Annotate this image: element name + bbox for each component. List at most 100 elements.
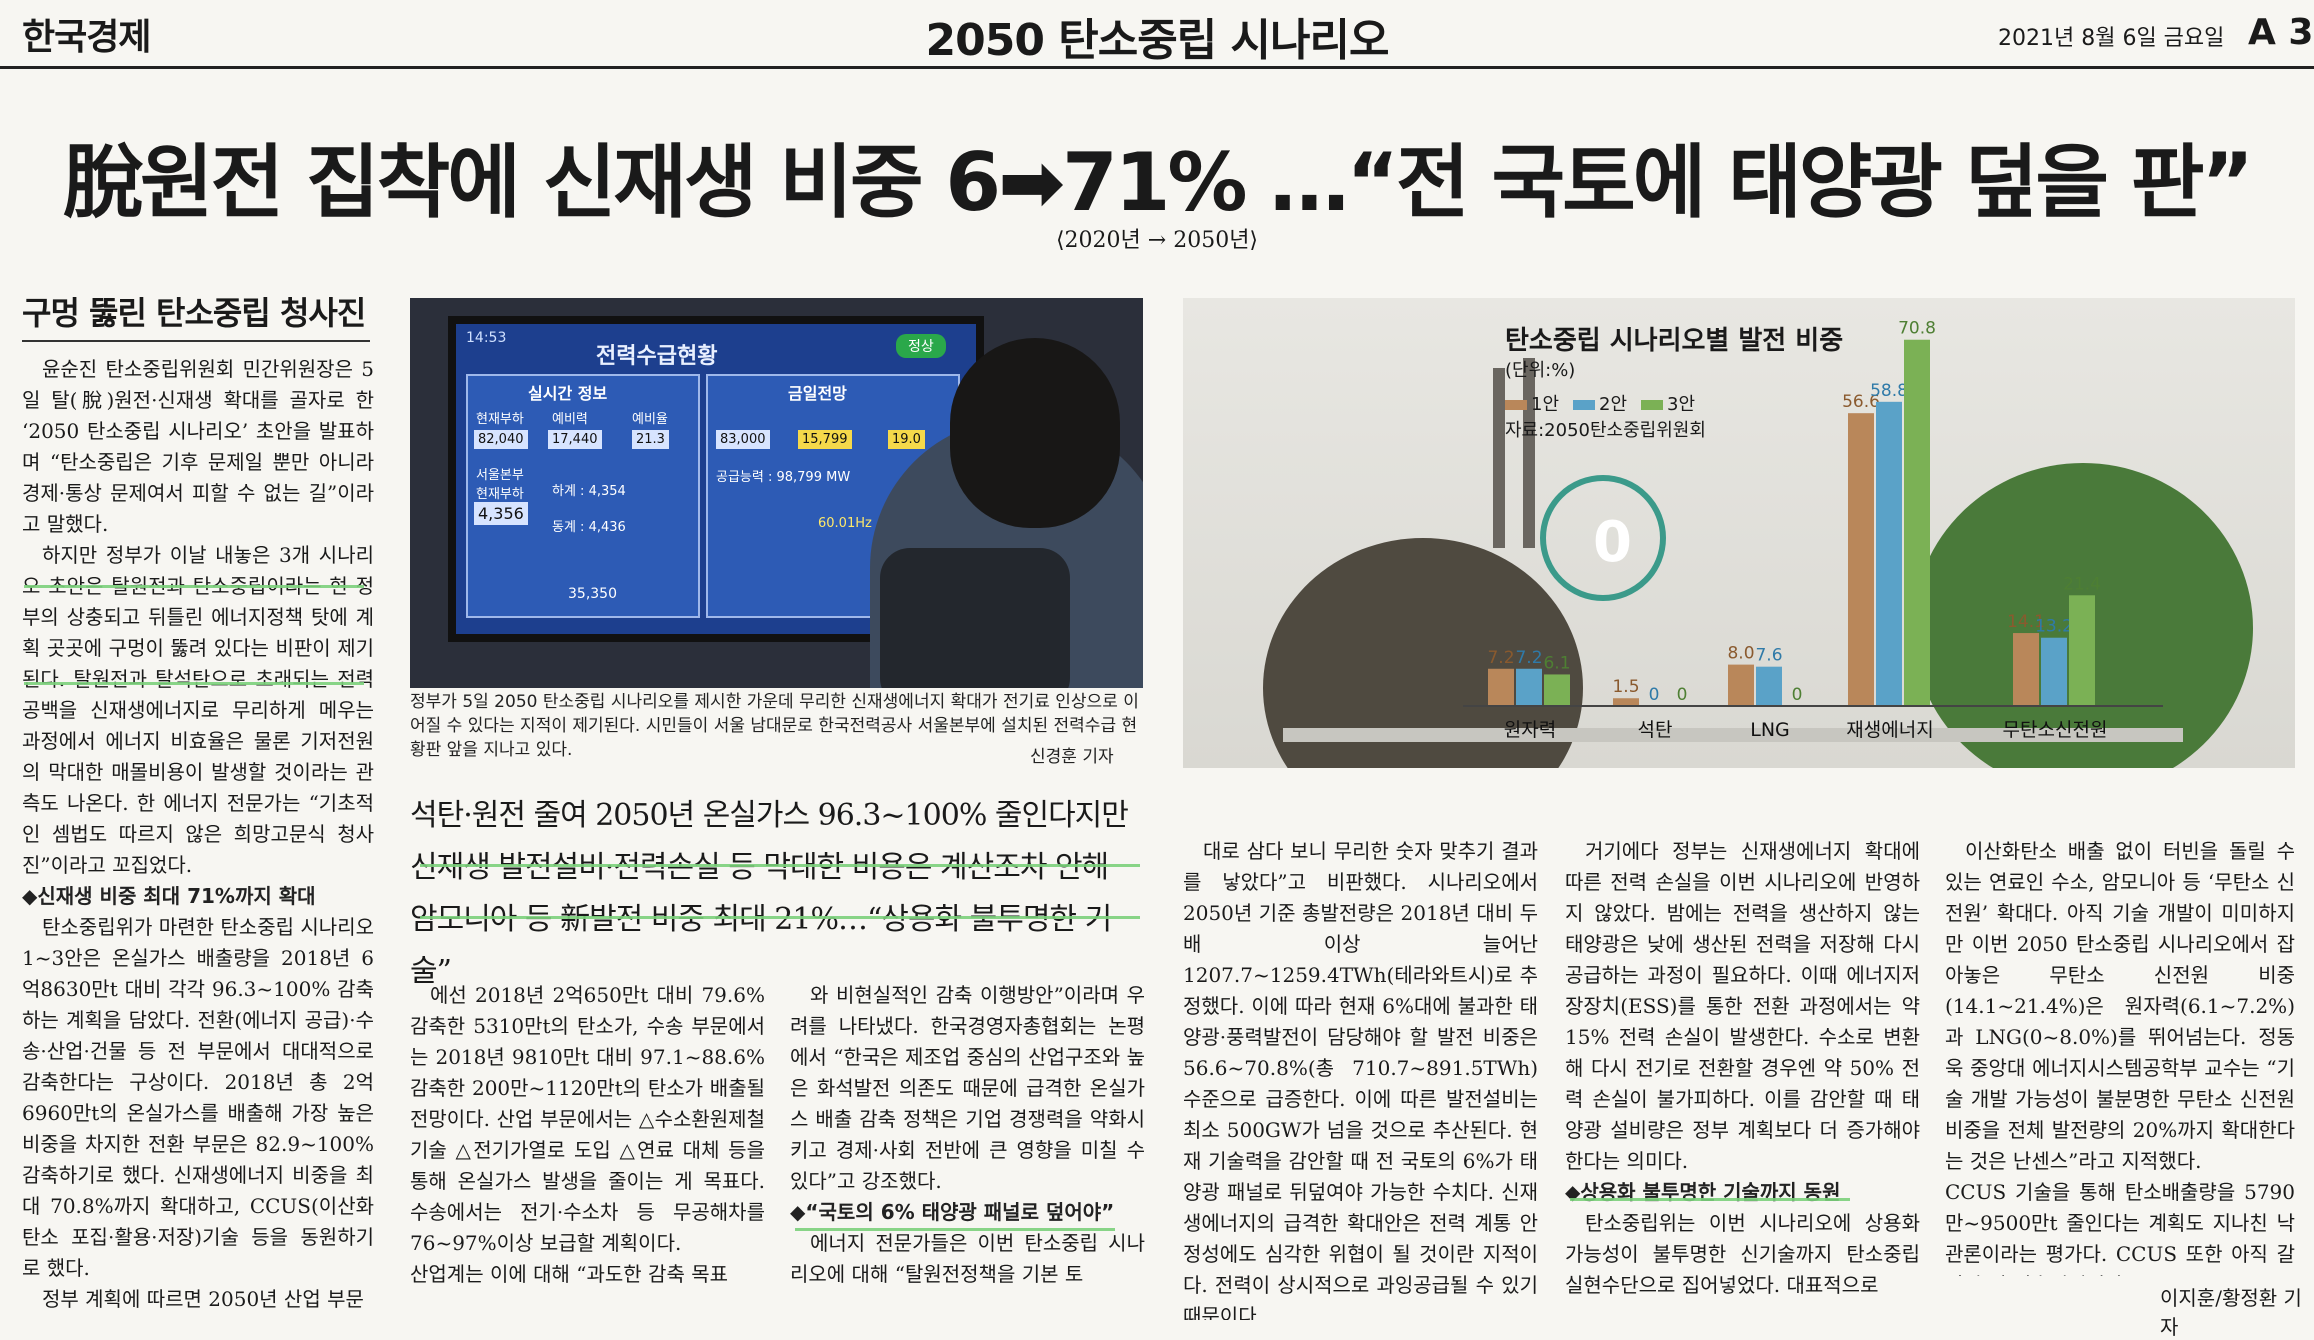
body-text: 거기에다 정부는 신재생에너지 확대에 따른 전력 손실을 이번 시나리오에 반… <box>1565 839 1920 1173</box>
body-column-3: 대로 삼다 보니 무리한 숫자 맞추기 결과를 낳았다”고 비판했다. 시나리오… <box>1183 836 1538 1320</box>
bar <box>1516 668 1542 706</box>
bar <box>1488 668 1514 706</box>
news-photo: 14:53 전력수급현황 정상 실시간 정보 현재부하 예비력 예비율 82,0… <box>410 298 1143 688</box>
bar-value-label: 0 <box>1677 685 1688 705</box>
category-label: LNG <box>1750 719 1790 741</box>
side-paragraph: 윤순진 탄소중립위원회 민간위원장은 5일 탈(脫)원전·신재생 확대를 골자로… <box>22 357 374 536</box>
total-value: 35,350 <box>568 586 617 602</box>
legend-label: 2안 <box>1599 394 1628 415</box>
demand-label: 현재부하 <box>476 412 524 427</box>
highlight-mark <box>795 1228 1115 1231</box>
seoul-value: 4,356 <box>474 502 528 525</box>
legend-label: 3안 <box>1667 394 1696 415</box>
balance-beam <box>1283 728 2183 742</box>
bar <box>2013 633 2039 706</box>
category-label: 재생에너지 <box>1846 719 1933 741</box>
bar <box>1876 401 1902 706</box>
category-label: 원자력 <box>1504 719 1556 741</box>
bar <box>1756 666 1782 706</box>
earth-globe <box>1263 538 1583 768</box>
bar-value-label: 0 <box>1792 685 1803 705</box>
photo-caption: 정부가 5일 2050 탄소중립 시나리오를 제시한 가운데 무리한 신재생에너… <box>410 692 1139 760</box>
chart-unit: (단위:%) <box>1505 360 1576 381</box>
paper-name: 한국경제 <box>22 17 151 58</box>
legend-item: 2안 <box>1573 394 1627 415</box>
forecast-rate: 19.0 <box>888 430 925 449</box>
subhead: 석탄·원전 줄여 2050년 온실가스 96.3~100% 줄인다지만 신재생 … <box>410 790 1143 998</box>
chart-center-label: 0 <box>1593 510 1632 575</box>
board-title: 전력수급현황 <box>596 344 718 369</box>
bar-value-label: 56.6 <box>1842 392 1880 412</box>
seoul-label: 서울본부 현재부하 <box>476 468 524 502</box>
bar <box>1613 698 1639 706</box>
masthead: 한국경제 2050 탄소중립 시나리오 2021년 8월 6일 금요일 A 3 <box>0 0 2314 69</box>
reserve-rate-label: 예비율 <box>632 412 668 427</box>
body-text: 이산화탄소 배출 없이 터빈을 돌릴 수 있는 연료인 수소, 암모니아 등 ‘… <box>1945 839 2295 1276</box>
frequency-value: 60.01Hz <box>818 516 872 531</box>
bar-value-label: 7.2 <box>1487 648 1514 668</box>
chart-source: 자료:2050탄소중립위원회 <box>1505 420 1706 441</box>
side-subtitle: ◆신재생 비중 최대 71%까지 확대 <box>22 884 316 908</box>
side-paragraph: 하지만 정부가 이날 내놓은 3개 시나리오 초안은 탈원전과 탄소중립이라는 … <box>22 543 374 877</box>
highlight-mark <box>420 916 1140 919</box>
bar <box>1904 339 1930 706</box>
chart-legend: 1안 2안 3안 <box>1505 390 1709 416</box>
bar-value-label: 21.4 <box>2063 574 2101 594</box>
side-title-rule <box>22 340 370 342</box>
column-subtitle: ◆상용화 불투명한 기술까지 동원 <box>1565 1180 1841 1204</box>
chimney-icon <box>1523 358 1535 548</box>
section-title: 2050 탄소중립 시나리오 <box>925 15 1390 66</box>
bar-value-label: 7.2 <box>1515 648 1542 668</box>
demand-value: 82,040 <box>474 430 528 449</box>
reserve-label: 예비력 <box>552 412 588 427</box>
category-label: 석탄 <box>1638 719 1673 741</box>
side-paragraph: 정부 계획에 따르면 2050년 산업 부문 <box>42 1287 364 1311</box>
forecast-label: 금일전망 <box>788 384 847 403</box>
photo-credit: 신경훈 기자 <box>1030 747 1114 767</box>
side-article-body: 윤순진 탄소중립위원회 민간위원장은 5일 탈(脫)원전·신재생 확대를 골자로… <box>22 354 374 1314</box>
bar-value-label: 7.6 <box>1755 646 1782 666</box>
bar <box>2069 595 2095 706</box>
legend-swatch <box>1641 400 1664 410</box>
bar-value-label: 70.8 <box>1898 319 1936 339</box>
summer-label: 하계 : 4,354 <box>552 484 626 499</box>
subhead-line: 신재생 발전설비·전력손실 등 막대한 비용은 계산조차 안해 <box>410 850 1109 885</box>
highlight-mark <box>1570 1198 1850 1201</box>
bar <box>1848 413 1874 706</box>
headline: 脫원전 집착에 신재생 비중 6➡71% …“전 국토에 태양광 덮을 판” <box>63 136 2254 229</box>
board-time: 14:53 <box>466 330 507 346</box>
body-column-5: 이산화탄소 배출 없이 터빈을 돌릴 수 있는 연료인 수소, 암모니아 등 ‘… <box>1945 836 2295 1276</box>
cycle-arrow-icon <box>1540 475 1666 601</box>
body-text: 탄소중립위는 이번 시나리오에 상용화 가능성이 불투명한 신기술까지 탄소중립… <box>1565 1211 1920 1297</box>
body-text: 와 비현실적인 감축 이행방안”이라며 우려를 나타냈다. 한국경영자총협회는 … <box>790 983 1145 1193</box>
legend-swatch <box>1505 400 1527 410</box>
body-column-4: 거기에다 정부는 신재생에너지 확대에 따른 전력 손실을 이번 시나리오에 반… <box>1565 836 1920 1320</box>
bar <box>2041 637 2067 706</box>
realtime-label: 실시간 정보 <box>528 384 608 403</box>
column-subtitle: ◆“국토의 6% 태양광 패널로 덮어야” <box>790 1200 1115 1224</box>
category-label: 무탄소신전원 <box>2003 719 2108 741</box>
headline-note: ⟨2020년 → 2050년⟩ <box>1055 228 1259 253</box>
body-text: 에너지 전문가들은 이번 탄소중립 시나리오에 대해 “탈원전정책을 기본 토 <box>790 1231 1145 1286</box>
reserve-rate-value: 21.3 <box>632 430 669 449</box>
realtime-panel: 실시간 정보 현재부하 예비력 예비율 82,040 17,440 21.3 서… <box>466 374 700 618</box>
backpack <box>880 548 1070 688</box>
legend-item: 1안 <box>1505 394 1559 415</box>
page-number: A 3 <box>2248 12 2314 53</box>
body-text: 대로 삼다 보니 무리한 숫자 맞추기 결과를 낳았다”고 비판했다. 시나리오… <box>1183 839 1538 1320</box>
forecast-peak: 83,000 <box>716 430 770 449</box>
legend-item: 3안 <box>1641 394 1695 415</box>
body-text: 에선 2018년 2억650만t 대비 79.6% 감축한 5310만t의 탄소… <box>410 983 765 1286</box>
chart-title: 탄소중립 시나리오별 발전 비중 <box>1505 326 1844 356</box>
bar-value-label: 8.0 <box>1727 644 1754 664</box>
bar-value-label: 6.1 <box>1543 653 1570 673</box>
subhead-line: 암모니아 등 新발전 비중 최대 21%…“상용화 불투명한 기술” <box>410 902 1112 989</box>
pedestrian-head <box>950 338 1120 528</box>
bar <box>1728 664 1754 706</box>
reserve-value: 17,440 <box>548 430 602 449</box>
board-status-badge: 정상 <box>896 334 946 358</box>
subhead-line: 석탄·원전 줄여 2050년 온실가스 96.3~100% 줄인다지만 <box>410 798 1129 833</box>
side-paragraph: 탄소중립위가 마련한 탄소중립 시나리오 1~3안은 온실가스 배출량을 201… <box>22 915 374 1280</box>
